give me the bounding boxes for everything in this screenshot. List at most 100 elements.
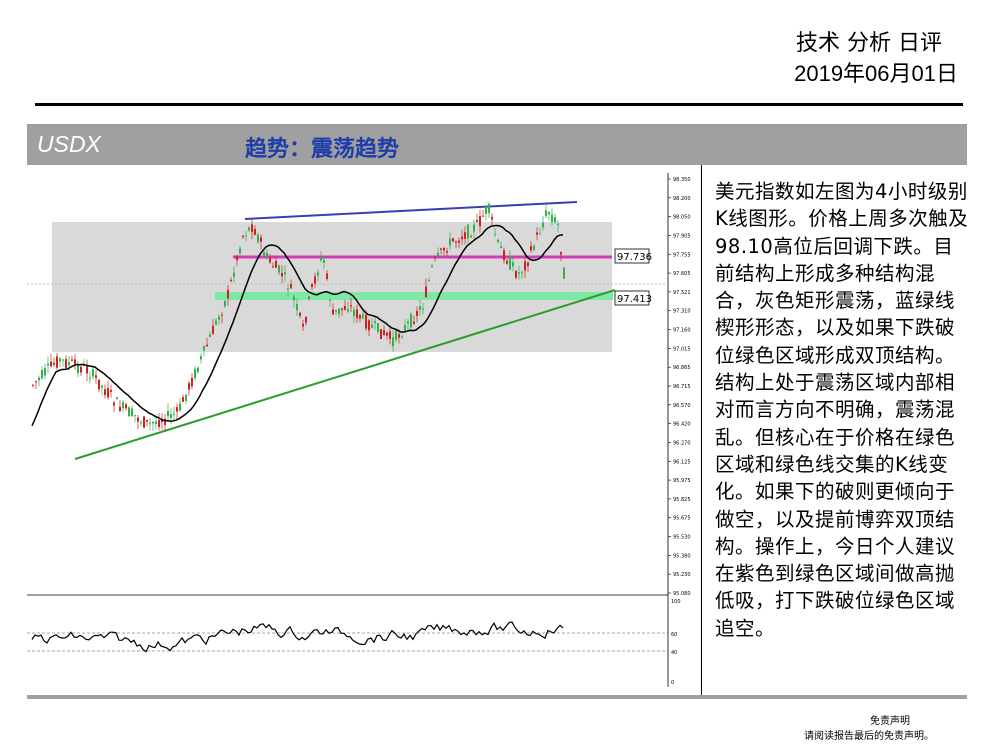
candle-body xyxy=(512,262,514,267)
candle-body xyxy=(155,421,157,425)
candle-body xyxy=(350,305,352,307)
candle-body xyxy=(221,314,223,316)
rsi-tick-60: 60 xyxy=(671,632,677,638)
candle-body xyxy=(440,248,442,250)
candle-body xyxy=(203,345,205,351)
candle-body xyxy=(212,325,214,335)
candle-body xyxy=(80,366,82,373)
green-level-label: 97.413 xyxy=(617,294,652,305)
trend-label: 趋势：震荡趋势 xyxy=(245,137,400,162)
candle-body xyxy=(380,329,382,339)
candle-body xyxy=(275,261,277,268)
candle-body xyxy=(137,417,139,422)
candle-body xyxy=(116,397,118,400)
candle-body xyxy=(443,247,445,251)
candle-body xyxy=(527,262,529,267)
candle-body xyxy=(107,388,109,398)
candle-body xyxy=(401,336,403,338)
candle-body xyxy=(359,314,361,319)
candle-body xyxy=(320,257,322,261)
candle-body xyxy=(464,232,466,239)
price-tick-label: 97.905 xyxy=(673,233,691,239)
analysis-text: 美元指数如左图为4小时级别K线图形。价格上周多次触及98.10高位后回调下跌。目… xyxy=(715,180,969,640)
candle-body xyxy=(299,312,301,316)
candle-body xyxy=(206,344,208,347)
candle-body xyxy=(32,384,34,386)
candle-body xyxy=(269,258,271,263)
candle-body xyxy=(71,359,73,361)
candle-body xyxy=(59,358,61,362)
candle-body xyxy=(524,261,526,271)
candle-body xyxy=(305,316,307,323)
candle-body xyxy=(281,273,283,277)
candle-body xyxy=(254,228,256,235)
price-tick-label: 97.521 xyxy=(673,290,691,296)
candle-body xyxy=(47,363,49,366)
candle-body xyxy=(539,233,541,235)
candle-body xyxy=(506,260,508,264)
candle-body xyxy=(263,252,265,256)
candle-body xyxy=(554,217,556,223)
candle-body xyxy=(260,237,262,242)
candle-body xyxy=(158,420,160,428)
candle-body xyxy=(35,381,37,383)
candle-body xyxy=(86,366,88,374)
candle-body xyxy=(227,289,229,299)
candle-body xyxy=(404,325,406,331)
candle-body xyxy=(119,406,121,411)
candle-body xyxy=(167,411,169,417)
candle-body xyxy=(461,236,463,240)
candle-body xyxy=(251,224,253,232)
candle-body xyxy=(341,308,343,310)
price-tick-label: 95.975 xyxy=(673,478,691,484)
candle-body xyxy=(563,267,565,279)
candle-body xyxy=(323,260,325,263)
candle-body xyxy=(422,308,424,310)
candle-body xyxy=(188,383,190,390)
candle-body xyxy=(41,370,43,379)
price-tick-label: 97.015 xyxy=(673,346,691,352)
candle-body xyxy=(272,266,274,268)
candle-body xyxy=(500,246,502,249)
rsi-line xyxy=(31,621,564,653)
candle-body xyxy=(329,299,331,301)
candle-body xyxy=(125,404,127,409)
candle-body xyxy=(113,402,115,406)
candle-body xyxy=(446,251,448,253)
candle-body xyxy=(149,422,151,424)
candle-body xyxy=(296,304,298,311)
candle-body xyxy=(122,402,124,409)
candle-body xyxy=(248,227,250,231)
candle-body xyxy=(233,272,235,277)
candle-body xyxy=(95,375,97,378)
candle-body xyxy=(488,203,490,214)
candle-body xyxy=(62,359,64,361)
candle-body xyxy=(209,334,211,337)
candle-body xyxy=(182,397,184,402)
price-tick-label: 98.350 xyxy=(673,177,691,183)
candle-body xyxy=(170,414,172,418)
candle-body xyxy=(479,216,481,227)
candle-body xyxy=(353,309,355,317)
candle-body xyxy=(455,241,457,243)
disclaimer-text: 请阅读报告最后的免责声明。 xyxy=(804,731,934,742)
rsi-tick-0: 0 xyxy=(671,680,674,686)
candle-body xyxy=(74,359,76,365)
candle-body xyxy=(530,245,532,251)
magenta-level-label: 97.736 xyxy=(617,252,652,263)
candle-body xyxy=(230,279,232,281)
candle-body xyxy=(416,310,418,316)
price-tick-label: 96.570 xyxy=(673,403,691,409)
candle-body xyxy=(407,321,409,324)
price-tick-label: 97.605 xyxy=(673,271,691,277)
candle-body xyxy=(560,251,562,255)
green-zone xyxy=(215,292,613,300)
candle-body xyxy=(185,394,187,401)
candle-body xyxy=(98,379,100,390)
candle-body xyxy=(287,288,289,290)
candle-body xyxy=(278,265,280,273)
candle-body xyxy=(146,419,148,422)
candle-body xyxy=(368,320,370,331)
candle-body xyxy=(470,236,472,238)
price-tick-label: 95.230 xyxy=(673,572,691,578)
